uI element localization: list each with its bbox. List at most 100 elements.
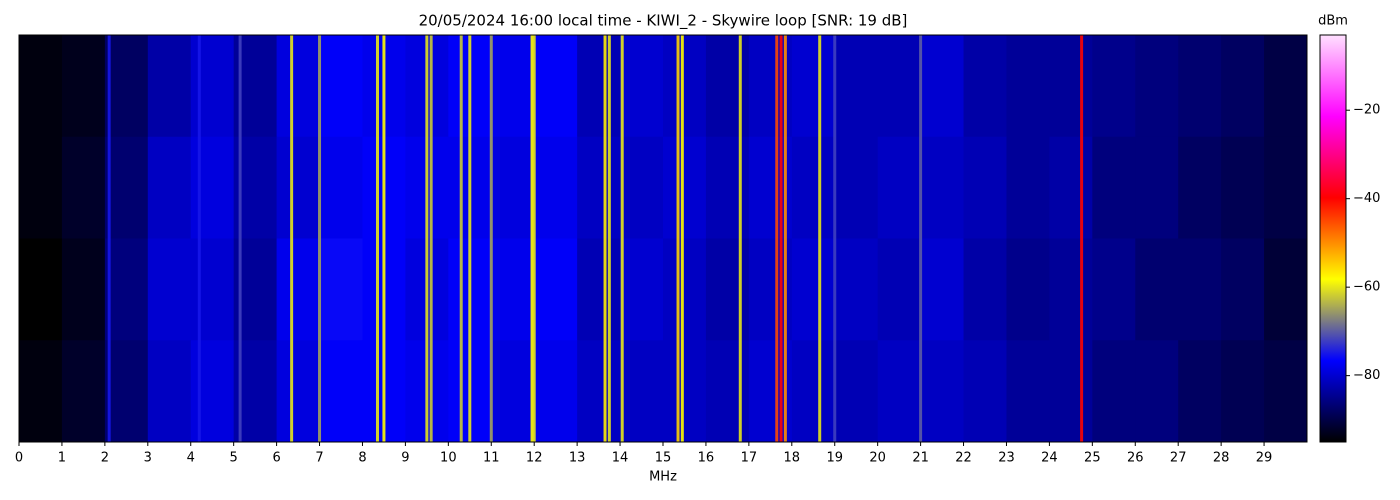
heatmap-cell [1221, 136, 1265, 239]
x-tick-label: 6 [272, 451, 280, 466]
heatmap-cell [577, 340, 621, 443]
heatmap-cell [104, 136, 149, 239]
signal-line [919, 35, 923, 442]
heatmap-cell [104, 340, 149, 443]
heatmap-cell [705, 238, 750, 341]
x-tick-label: 29 [1256, 451, 1273, 466]
x-tick-label: 4 [187, 451, 195, 466]
heatmap-cell [963, 35, 1007, 138]
x-tick-label: 1 [58, 451, 66, 466]
heatmap-cell [1049, 238, 1093, 341]
x-tick-label: 15 [655, 451, 672, 466]
signal-line [382, 35, 386, 442]
heatmap-cell [61, 136, 106, 239]
signal-line [532, 35, 536, 442]
heatmap-cell [319, 35, 363, 138]
heatmap-cell [319, 340, 363, 443]
x-tick-label: 3 [144, 451, 152, 466]
heatmap-cell [791, 35, 836, 138]
x-tick-label: 0 [15, 451, 23, 466]
x-tick-label: 20 [869, 451, 886, 466]
x-tick-label: 27 [1170, 451, 1187, 466]
heatmap-cell [1178, 238, 1222, 341]
heatmap-cell [1178, 136, 1222, 239]
heatmap-cell [920, 35, 965, 138]
heatmap-cell [491, 35, 535, 138]
heatmap-cell [19, 238, 63, 341]
heatmap-cell [61, 238, 106, 341]
heatmap-cell [663, 238, 707, 341]
signal-line [1080, 35, 1084, 442]
signal-line [425, 35, 429, 442]
colorbar-tick-label: −40 [1353, 191, 1380, 206]
signal-line [783, 35, 787, 442]
heatmap-cell [491, 238, 535, 341]
heatmap-cell [19, 136, 63, 239]
signal-line [779, 35, 783, 442]
heatmap-cell [834, 136, 879, 239]
signal-line [489, 35, 493, 442]
heatmap-cell [577, 238, 621, 341]
heatmap-cell [1092, 35, 1136, 138]
heatmap-cell [1135, 35, 1179, 138]
heatmap-cell [19, 340, 63, 443]
x-tick-label: 25 [1084, 451, 1101, 466]
signal-line [833, 35, 837, 442]
signal-line [459, 35, 463, 442]
heatmap-cell [1135, 238, 1179, 341]
heatmap-cell [663, 35, 707, 138]
signal-line [680, 35, 684, 442]
heatmap-cell [791, 238, 836, 341]
heatmap-cell [834, 35, 879, 138]
heatmap-cell [1049, 136, 1093, 239]
signal-line [530, 35, 534, 442]
heatmap-cell [147, 35, 192, 138]
heatmap-cell [1221, 35, 1265, 138]
heatmap-cell [276, 340, 321, 443]
heatmap-cell [534, 238, 578, 341]
heatmap-cell [663, 136, 707, 239]
heatmap-cell [534, 136, 578, 239]
heatmap-cell [1006, 136, 1050, 239]
x-tick-label: 16 [698, 451, 715, 466]
colorbar-label: dBm [1318, 14, 1348, 29]
x-tick-label: 13 [569, 451, 586, 466]
heatmap-cell [190, 238, 235, 341]
signal-line [238, 35, 242, 442]
x-tick-label: 8 [358, 451, 366, 466]
plot-area [19, 35, 1308, 443]
x-tick-label: 26 [1127, 451, 1144, 466]
colorbar-tick-label: −80 [1353, 368, 1380, 383]
heatmap-cell [276, 238, 321, 341]
heatmap-cell [620, 136, 664, 239]
signal-line [775, 35, 779, 442]
heatmap-cell [920, 238, 965, 341]
heatmap-cell [1264, 238, 1308, 341]
heatmap-cell [534, 35, 578, 138]
signal-line [375, 35, 379, 442]
signal-line [107, 35, 111, 442]
heatmap-cell [620, 238, 664, 341]
heatmap-cell [104, 238, 149, 341]
heatmap-cell [491, 136, 535, 239]
chart-title: 20/05/2024 16:00 local time - KIWI_2 - S… [419, 12, 908, 31]
x-tick-label: 18 [784, 451, 801, 466]
heatmap-cell [1006, 340, 1050, 443]
x-tick-label: 12 [526, 451, 543, 466]
x-tick-label: 14 [612, 451, 629, 466]
x-tick-label: 10 [440, 451, 457, 466]
signal-line [318, 35, 322, 442]
heatmap-cell [190, 136, 235, 239]
heatmap-cell [319, 136, 363, 239]
heatmap-cell [834, 238, 879, 341]
colorbar-tick-label: −20 [1353, 103, 1380, 118]
signal-line [429, 35, 433, 442]
heatmap-cell [705, 136, 750, 239]
heatmap-cell [1135, 136, 1179, 239]
heatmap-cell [1006, 35, 1050, 138]
x-tick-label: 23 [998, 451, 1015, 466]
heatmap-cell [963, 238, 1007, 341]
signal-line [738, 35, 742, 442]
x-tick-label: 22 [955, 451, 972, 466]
x-tick-label: 7 [315, 451, 323, 466]
